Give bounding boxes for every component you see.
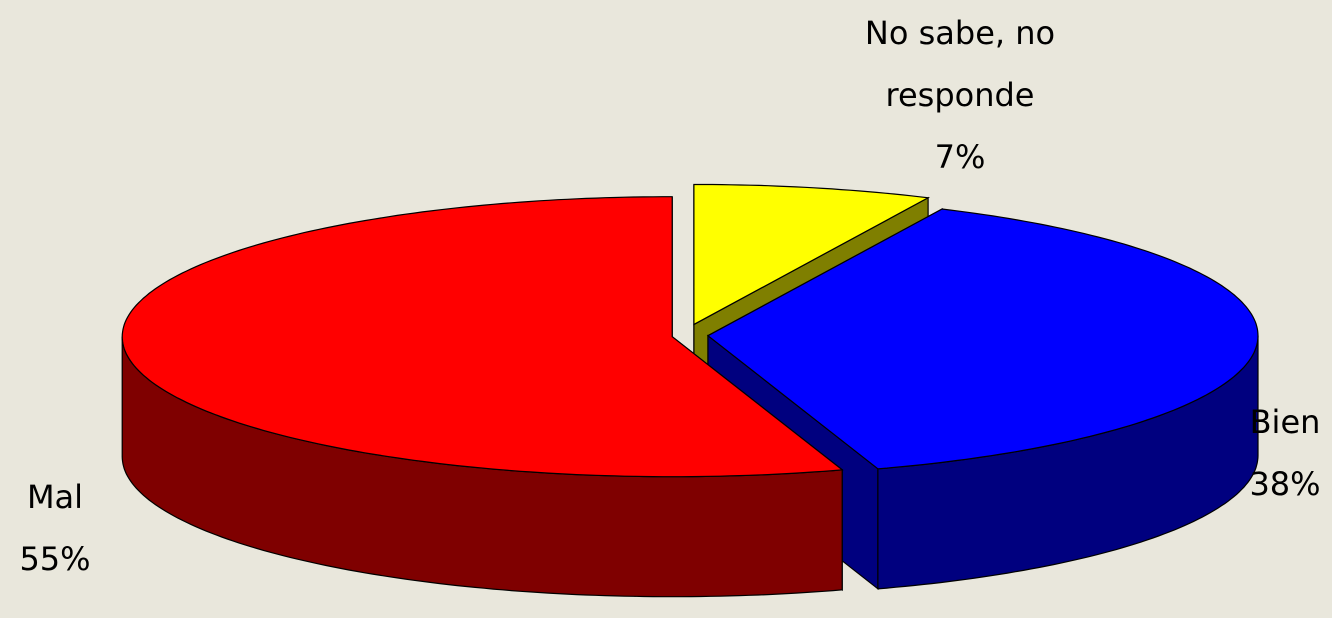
slice-label: Mal 55%: [0, 466, 110, 590]
slice-label: No sabe, no responde 7%: [820, 2, 1100, 188]
slice-label: Bien 38%: [1215, 391, 1332, 515]
label-name: Bien: [1249, 403, 1321, 441]
label-value: 7%: [934, 138, 986, 176]
slice: [693, 183, 931, 326]
label-value: 38%: [1249, 465, 1321, 503]
slice: [121, 196, 844, 478]
label-name: Mal: [26, 478, 84, 516]
label-name: No sabe, no responde: [864, 14, 1056, 114]
slice: [706, 208, 1259, 470]
label-value: 55%: [19, 540, 91, 578]
